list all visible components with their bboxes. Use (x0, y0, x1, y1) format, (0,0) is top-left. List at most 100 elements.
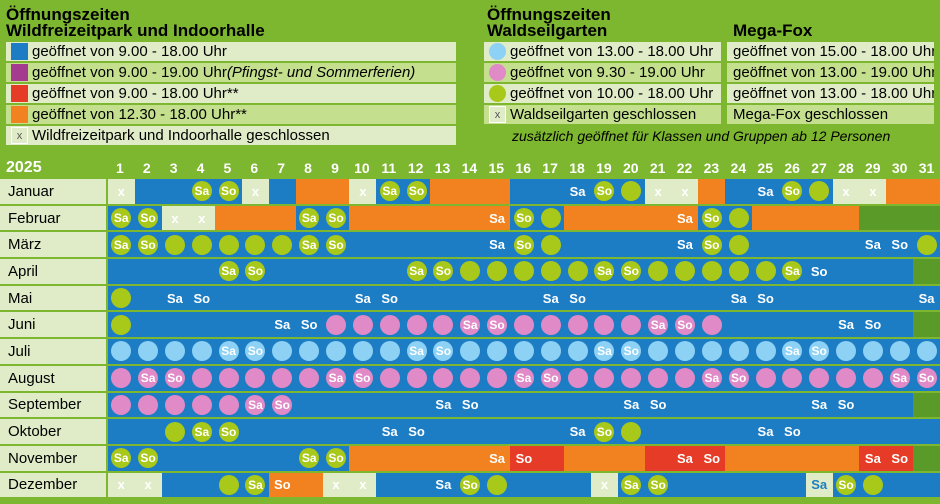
day-cell (644, 232, 672, 260)
day-cell: x (161, 205, 189, 233)
day-cell (242, 365, 269, 393)
day-cell (617, 205, 645, 233)
day-cell (483, 285, 511, 313)
waldseilgarten-dot (272, 368, 293, 389)
weekend-label: So (300, 317, 318, 333)
day-cell (242, 232, 269, 260)
day-number: 9 (331, 159, 339, 176)
waldseilgarten-dot: So (701, 208, 722, 229)
day-cell (376, 365, 404, 393)
day-cell (403, 445, 430, 473)
day-cell: Sa (215, 339, 243, 366)
day-cell (859, 339, 887, 366)
day-cell: Sa (752, 419, 779, 446)
legend-megafox-item: Mega-Fox geschlossen (727, 105, 934, 124)
day-cell: So (215, 419, 243, 446)
waldseilgarten-dot (674, 368, 695, 389)
day-cell: Sa (376, 419, 404, 446)
day-cell (725, 205, 753, 233)
day-cell (537, 232, 565, 260)
day-cell (161, 339, 189, 366)
day-cell (429, 445, 457, 473)
month-name: August (0, 365, 108, 393)
day-cell: Sa (913, 285, 940, 313)
day-cell: Sa (403, 339, 430, 366)
waldseilgarten-dot (111, 314, 132, 335)
waldseilgarten-dot: Sa (648, 314, 669, 335)
day-cell (456, 419, 484, 446)
day-cell (134, 259, 162, 286)
month-row: September Sa So Sa So Sa So Sa So (0, 392, 940, 420)
day-cell (644, 339, 672, 366)
day-cell (859, 365, 887, 393)
day-cell: Sa (215, 259, 243, 286)
waldseilgarten-dot: So (621, 341, 642, 362)
day-cell: So (429, 339, 457, 366)
day-cell (725, 419, 753, 446)
waldseilgarten-dot (862, 341, 883, 362)
day-number: 14 (461, 159, 478, 176)
closed-mark: Sa (811, 477, 828, 493)
weekend-label: So (784, 424, 801, 440)
day-cell (564, 259, 592, 286)
weekend-label: Sa (435, 477, 452, 493)
legend-text: geöffnet von 15.00 - 18.00 Uhr (733, 43, 934, 60)
day-cell: Sa (859, 232, 887, 260)
day-number: 26 (784, 159, 800, 176)
day-cell (752, 259, 779, 286)
day-cell (537, 339, 565, 366)
day-cell: Sa (644, 312, 672, 340)
day-cell (778, 365, 806, 393)
closed-mark: x (332, 477, 340, 493)
waldseilgarten-dot: Sa (299, 448, 320, 469)
day-number: 25 (757, 159, 773, 176)
day-cell (242, 312, 269, 340)
day-number: 16 (515, 159, 531, 176)
month-row: Oktober Sa So Sa So Sa So Sa So (0, 419, 940, 446)
waldseilgarten-dot: Sa (245, 394, 266, 415)
day-cell: So (376, 285, 404, 313)
day-cell (564, 339, 592, 366)
waldseilgarten-dot (728, 234, 749, 255)
weekend-label: Sa (918, 290, 935, 306)
month-name: November (0, 445, 108, 473)
day-cell (188, 392, 216, 420)
day-cell: Sa (295, 205, 323, 233)
day-cell (188, 365, 216, 393)
day-number: 8 (304, 159, 312, 176)
day-cell (242, 205, 269, 233)
day-cell (752, 392, 779, 420)
day-cell (161, 312, 189, 340)
waldseilgarten-dot: So (406, 181, 427, 202)
day-cell (349, 312, 377, 340)
waldseilgarten-dot (379, 368, 400, 389)
day-cell (376, 205, 404, 233)
day-cell (268, 365, 296, 393)
legend-wald-item: x Waldseilgarten geschlossen (484, 105, 721, 124)
day-cell (242, 419, 269, 446)
day-cell: So (456, 392, 484, 420)
waldseilgarten-dot (755, 341, 776, 362)
day-cell (134, 339, 162, 366)
day-cell (268, 445, 296, 473)
day-cell (591, 365, 618, 393)
waldseilgarten-dot: Sa (218, 261, 239, 282)
closed-mark: x (117, 183, 125, 199)
day-cell: x (671, 179, 699, 206)
day-cell: So (188, 285, 216, 313)
day-cell (429, 179, 457, 206)
closed-mark: x (359, 477, 367, 493)
day-cell (832, 232, 860, 260)
day-cell (913, 339, 940, 366)
day-cell: So (617, 339, 645, 366)
waldseilgarten-dot (272, 234, 293, 255)
waldseilgarten-dot: Sa (621, 474, 642, 495)
month-name: Februar (0, 205, 108, 233)
waldseilgarten-dot: Sa (460, 314, 481, 335)
day-cell (510, 259, 538, 286)
day-cell (886, 339, 914, 366)
day-cell (913, 179, 940, 206)
day-cell (886, 259, 914, 286)
waldseilgarten-dot (621, 421, 642, 442)
day-cell (295, 339, 323, 366)
